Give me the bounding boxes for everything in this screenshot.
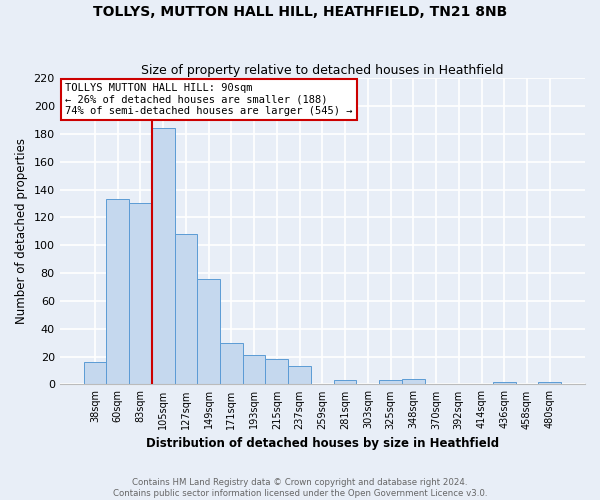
Bar (129, 204, 152, 384)
Bar (106, 200, 129, 384)
Bar (538, 382, 561, 384)
Bar (493, 382, 515, 384)
Bar (175, 234, 197, 384)
Bar (379, 380, 402, 384)
Text: TOLLYS, MUTTON HALL HILL, HEATHFIELD, TN21 8NB: TOLLYS, MUTTON HALL HILL, HEATHFIELD, TN… (93, 5, 507, 19)
Bar (402, 379, 425, 384)
Bar (83, 362, 106, 384)
Y-axis label: Number of detached properties: Number of detached properties (15, 138, 28, 324)
Bar (220, 342, 243, 384)
Bar (197, 278, 220, 384)
Text: Contains HM Land Registry data © Crown copyright and database right 2024.
Contai: Contains HM Land Registry data © Crown c… (113, 478, 487, 498)
Bar (265, 360, 288, 384)
Bar (288, 366, 311, 384)
Bar (334, 380, 356, 384)
Text: TOLLYS MUTTON HALL HILL: 90sqm
← 26% of detached houses are smaller (188)
74% of: TOLLYS MUTTON HALL HILL: 90sqm ← 26% of … (65, 83, 352, 116)
X-axis label: Distribution of detached houses by size in Heathfield: Distribution of detached houses by size … (146, 437, 499, 450)
Bar (152, 128, 175, 384)
Title: Size of property relative to detached houses in Heathfield: Size of property relative to detached ho… (141, 64, 503, 77)
Bar (243, 355, 265, 384)
